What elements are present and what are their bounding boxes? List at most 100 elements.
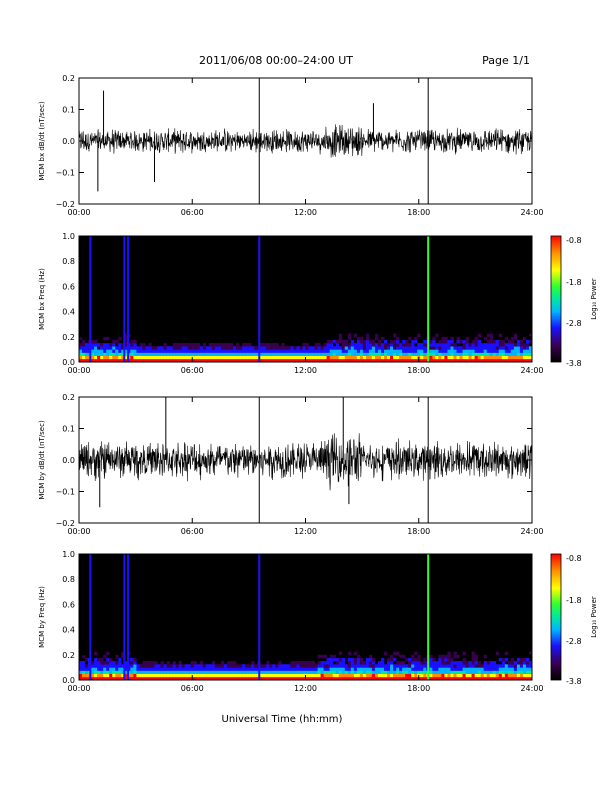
heatmap-cell	[196, 346, 201, 350]
heatmap-cell	[528, 358, 533, 363]
heatmap-cell	[121, 358, 125, 363]
heatmap-cell	[157, 664, 161, 668]
heatmap-cell	[97, 670, 101, 674]
heatmap-cell	[178, 661, 182, 665]
heatmap-cell	[214, 343, 219, 347]
heatmap-cell	[447, 676, 451, 681]
heatmap-cell	[139, 346, 143, 350]
heatmap-cell	[211, 676, 216, 681]
heatmap-cell	[305, 661, 309, 665]
heatmap-cell	[471, 339, 475, 344]
heatmap-cell	[233, 346, 237, 350]
heatmap-cell	[287, 349, 291, 353]
heatmap-cell	[181, 352, 185, 356]
heatmap-cell	[438, 346, 442, 350]
heatmap-cell	[248, 358, 252, 363]
heatmap-cell	[411, 670, 415, 674]
heatmap-cell	[245, 670, 249, 674]
colorbar-2-scale	[550, 553, 562, 681]
x-tick-label: 06:00	[181, 684, 204, 693]
heatmap-cell	[223, 355, 228, 360]
heatmap-cell	[507, 352, 512, 356]
heatmap-cell	[390, 346, 394, 350]
heatmap-cell	[347, 358, 352, 363]
heatmap-cell	[480, 349, 484, 353]
heatmap-cells	[79, 333, 533, 363]
heatmap-cell	[326, 352, 330, 356]
panel-1: 0.20.10.0−0.1−0.200:00 06:00 12:00 18:00 24:…	[38, 74, 544, 217]
heatmap-cell	[447, 664, 451, 668]
heatmap-cell	[121, 667, 125, 671]
heatmap-cell	[281, 349, 285, 353]
heatmap-cell	[438, 657, 442, 662]
heatmap-cell	[411, 657, 415, 662]
heatmap-cell	[462, 343, 466, 347]
heatmap-cell	[477, 676, 481, 681]
heatmap-cell	[393, 333, 397, 338]
heatmap-cell	[284, 355, 288, 360]
heatmap-cell	[365, 343, 370, 347]
heatmap-cell	[368, 667, 373, 671]
x-tick-label: 24:00	[520, 684, 543, 693]
heatmap-cell	[254, 667, 258, 671]
heatmap-cell	[299, 358, 303, 363]
heatmap-cell	[139, 349, 143, 353]
heatmap-cell	[121, 654, 125, 659]
heatmap-cell	[368, 346, 373, 350]
heatmap-cell	[384, 676, 388, 681]
heatmap-cell	[483, 336, 487, 341]
heatmap-cell	[103, 355, 107, 360]
heatmap-cell	[498, 358, 503, 363]
heatmap-cell	[260, 355, 264, 360]
heatmap-cell	[118, 336, 122, 341]
heatmap-cell	[528, 339, 533, 344]
heatmap-cell	[223, 346, 228, 350]
heatmap-cell	[109, 657, 113, 662]
heatmap-cell	[453, 358, 457, 363]
heatmap-cell	[175, 664, 179, 668]
heatmap-cell	[130, 673, 134, 678]
heatmap-cell	[284, 667, 288, 671]
heatmap-cell	[323, 343, 327, 347]
heatmap-cell	[408, 346, 412, 350]
heatmap-cell	[435, 661, 439, 665]
heatmap-cell	[103, 664, 107, 668]
heatmap-cell	[492, 358, 497, 363]
heatmap-cell	[172, 346, 176, 350]
heatmap-cell	[402, 654, 406, 659]
heatmap-cell	[100, 346, 104, 350]
heatmap-cell	[202, 667, 207, 671]
heatmap-cell	[432, 661, 436, 665]
heatmap-cell	[266, 664, 270, 668]
panel-4: 1.00.80.60.40.20.000:00 06:00 12:00 18:00 24…	[38, 550, 544, 693]
heatmap-cell	[396, 664, 400, 668]
heatmap-cell	[353, 651, 358, 656]
heatmap-cell	[525, 343, 530, 347]
heatmap-cell	[187, 358, 192, 363]
heatmap-cell	[85, 670, 89, 674]
heatmap-cell	[103, 673, 107, 678]
heatmap-cell	[492, 673, 497, 678]
heatmap-cell	[175, 670, 179, 674]
heatmap-cell	[242, 349, 246, 353]
heatmap-cell	[420, 343, 424, 347]
heatmap-cell	[374, 664, 379, 668]
heatmap-cell	[202, 670, 207, 674]
heatmap-cell	[465, 673, 469, 678]
heatmap-cell	[381, 336, 385, 341]
heatmap-cell	[236, 670, 240, 674]
heatmap-cell	[504, 349, 509, 353]
heatmap-cell	[220, 664, 225, 668]
heatmap-cell	[405, 673, 409, 678]
heatmap-cell	[296, 355, 300, 360]
heatmap-cell	[281, 676, 285, 681]
heatmap-cell	[79, 673, 83, 678]
heatmap-cell	[260, 667, 264, 671]
heatmap-cell	[115, 673, 119, 678]
heatmap-cell	[145, 673, 149, 678]
heatmap-cell	[106, 336, 110, 341]
heatmap-cell	[450, 661, 454, 665]
heatmap-cell	[248, 346, 252, 350]
heatmap-cell	[233, 349, 237, 353]
heatmap-cell	[91, 355, 95, 360]
